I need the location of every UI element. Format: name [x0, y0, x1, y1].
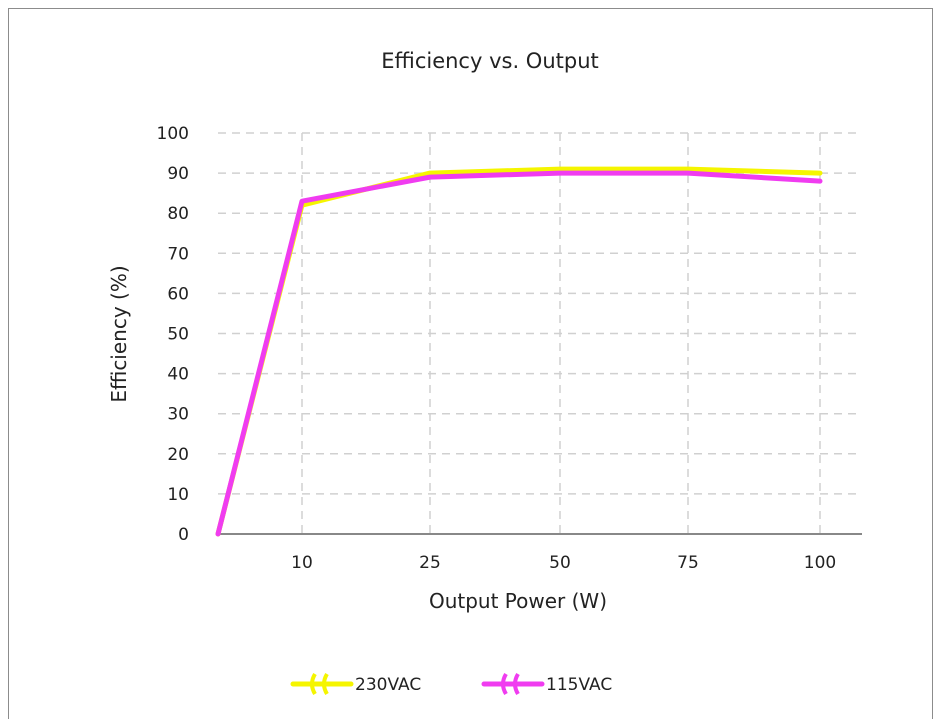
legend-swatch-break — [513, 672, 520, 696]
x-tick-labels: 10 25 50 75 100 — [291, 553, 836, 573]
x-tick-label: 100 — [804, 553, 836, 573]
legend-swatch-break — [501, 672, 508, 696]
x-tick-label: 25 — [419, 553, 441, 573]
series-line-115vac — [215, 170, 823, 537]
legend-label: 230VAC — [355, 675, 421, 695]
series-lines — [215, 166, 823, 537]
y-tick-label: 60 — [167, 284, 189, 304]
y-tick-label: 0 — [178, 525, 189, 545]
x-axis-label: Output Power (W) — [429, 589, 607, 613]
y-tick-label: 10 — [167, 485, 189, 505]
y-tick-label: 30 — [167, 405, 189, 425]
y-tick-label: 90 — [167, 164, 189, 184]
y-tick-label: 50 — [167, 325, 189, 345]
y-tick-label: 80 — [167, 204, 189, 224]
y-tick-label: 100 — [157, 124, 189, 144]
legend-swatch-break — [322, 672, 329, 696]
grid — [218, 132, 862, 534]
y-tick-label: 20 — [167, 445, 189, 465]
legend-label: 115VAC — [546, 675, 612, 695]
chart-frame — [8, 8, 933, 719]
x-tick-label: 75 — [677, 553, 699, 573]
legend-swatch-break — [310, 672, 317, 696]
chart-title: Efficiency vs. Output — [381, 49, 599, 73]
legend-item-115vac: 115VAC — [481, 672, 612, 696]
x-tick-label: 50 — [549, 553, 571, 573]
x-tick-label: 10 — [291, 553, 313, 573]
y-tick-label: 70 — [167, 244, 189, 264]
legend-item-230vac: 230VAC — [290, 672, 421, 696]
legend: 230VAC 115VAC — [290, 672, 612, 696]
series-line-230vac — [215, 166, 823, 537]
y-tick-labels: 0 10 20 30 40 50 60 70 80 90 100 — [157, 124, 189, 545]
y-axis-label: Efficiency (%) — [107, 265, 131, 402]
y-tick-label: 40 — [167, 365, 189, 385]
